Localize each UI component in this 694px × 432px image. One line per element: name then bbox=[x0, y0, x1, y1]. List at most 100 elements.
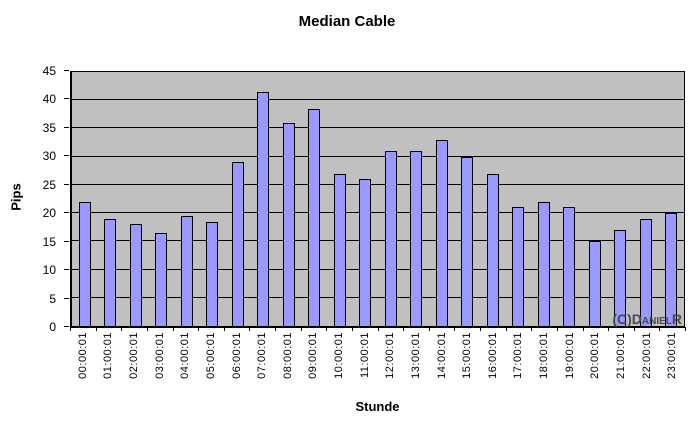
x-tick-label-16:00:01: 16:00:01 bbox=[486, 332, 499, 379]
x-label-cell: 02:00:01 bbox=[121, 332, 147, 379]
bar-09:00:01 bbox=[308, 108, 321, 326]
bar-cell bbox=[251, 72, 277, 326]
y-tick-label-5: 5 bbox=[49, 291, 56, 306]
bar-07:00:01 bbox=[257, 91, 270, 326]
x-label-cell: 18:00:01 bbox=[531, 332, 557, 379]
x-label-cell: 20:00:01 bbox=[583, 332, 609, 379]
x-tick-label-15:00:01: 15:00:01 bbox=[461, 332, 474, 379]
x-tick-mark bbox=[326, 327, 328, 331]
x-tick-mark bbox=[685, 327, 686, 331]
x-tick-label-12:00:01: 12:00:01 bbox=[384, 332, 397, 379]
x-tick-label-11:00:01: 11:00:01 bbox=[358, 332, 371, 379]
bar-23:00:01 bbox=[665, 213, 678, 326]
x-tick-label-21:00:01: 21:00:01 bbox=[614, 332, 627, 379]
x-tick-mark bbox=[377, 327, 379, 331]
bar-cell bbox=[608, 72, 634, 326]
x-tick-label-18:00:01: 18:00:01 bbox=[538, 332, 551, 379]
gridline-30 bbox=[72, 155, 684, 157]
bar-cell bbox=[353, 72, 379, 326]
x-tick-label-10:00:01: 10:00:01 bbox=[333, 332, 346, 379]
bar-cell bbox=[276, 72, 302, 326]
bar-00:00:01 bbox=[78, 201, 91, 326]
x-tick-label-19:00:01: 19:00:01 bbox=[563, 332, 576, 379]
gridline-35 bbox=[72, 127, 684, 129]
x-tick-mark bbox=[531, 327, 533, 331]
x-tick-mark bbox=[95, 327, 97, 331]
y-tick-label-35: 35 bbox=[42, 120, 56, 135]
x-label-cell: 07:00:01 bbox=[249, 332, 275, 379]
x-tick-mark bbox=[351, 327, 353, 331]
x-label-cell: 22:00:01 bbox=[634, 332, 660, 379]
bar-cell bbox=[98, 72, 124, 326]
bar-cell bbox=[633, 72, 659, 326]
x-axis-labels: 00:00:01 01:00:01 02:00:01 03:00:01 04:00:01… bbox=[70, 332, 685, 379]
x-tick-mark bbox=[198, 327, 200, 331]
x-axis-title: Stunde bbox=[355, 399, 400, 414]
bar-cell bbox=[557, 72, 583, 326]
x-tick-mark bbox=[403, 327, 405, 331]
x-label-cell: 23:00:01 bbox=[659, 332, 685, 379]
x-tick-label-02:00:01: 02:00:01 bbox=[128, 332, 141, 379]
x-tick-mark bbox=[608, 327, 610, 331]
x-label-cell: 05:00:01 bbox=[198, 332, 224, 379]
bar-22:00:01 bbox=[639, 218, 652, 326]
x-label-cell: 11:00:01 bbox=[352, 332, 378, 379]
y-tick-mark bbox=[64, 155, 69, 157]
y-tick-label-45: 45 bbox=[42, 64, 56, 78]
y-tick-mark bbox=[64, 326, 69, 327]
x-tick-label-22:00:01: 22:00:01 bbox=[640, 332, 653, 379]
bar-21:00:01 bbox=[614, 230, 627, 326]
x-tick-mark bbox=[300, 327, 302, 331]
plot-area: (C)DanielR bbox=[70, 71, 685, 328]
x-tick-label-13:00:01: 13:00:01 bbox=[409, 332, 422, 379]
bar-cell bbox=[302, 72, 328, 326]
bar-06:00:01 bbox=[231, 162, 244, 326]
x-tick-mark bbox=[275, 327, 276, 331]
x-label-cell: 04:00:01 bbox=[173, 332, 199, 379]
gridline-25 bbox=[72, 183, 684, 185]
x-tick-mark bbox=[454, 327, 456, 331]
x-label-cell: 03:00:01 bbox=[147, 332, 173, 379]
bar-11:00:01 bbox=[359, 179, 372, 326]
x-tick-label-04:00:01: 04:00:01 bbox=[179, 332, 192, 379]
bar-cell bbox=[404, 72, 430, 326]
x-tick-label-01:00:01: 01:00:01 bbox=[102, 332, 115, 379]
x-tick-mark bbox=[121, 327, 123, 331]
y-tick-mark bbox=[64, 212, 69, 214]
x-tick-label-05:00:01: 05:00:01 bbox=[204, 332, 217, 379]
y-tick-mark bbox=[64, 297, 69, 299]
y-tick-label-30: 30 bbox=[42, 149, 56, 164]
x-tick-mark bbox=[505, 327, 507, 331]
bar-17:00:01 bbox=[512, 207, 525, 326]
gridline-5 bbox=[72, 296, 684, 298]
bar-cell bbox=[506, 72, 532, 326]
y-tick-mark bbox=[64, 70, 69, 71]
x-tick-mark bbox=[223, 327, 225, 331]
bar-02:00:01 bbox=[129, 224, 142, 326]
x-label-cell: 16:00:01 bbox=[480, 332, 506, 379]
y-tick-mark bbox=[64, 126, 69, 128]
x-label-cell: 01:00:01 bbox=[96, 332, 122, 379]
x-label-cell: 15:00:01 bbox=[454, 332, 480, 379]
y-tick-mark bbox=[64, 98, 69, 100]
bar-08:00:01 bbox=[282, 122, 295, 326]
gridline-15 bbox=[72, 240, 684, 242]
x-label-cell: 10:00:01 bbox=[326, 332, 352, 379]
y-tick-label-25: 25 bbox=[42, 177, 56, 192]
x-tick-label-09:00:01: 09:00:01 bbox=[307, 332, 320, 379]
bar-cell bbox=[378, 72, 404, 326]
gridline-40 bbox=[72, 99, 684, 101]
gridline-20 bbox=[72, 212, 684, 214]
bar-04:00:01 bbox=[180, 215, 193, 326]
x-label-cell: 06:00:01 bbox=[224, 332, 250, 379]
watermark: (C)DanielR bbox=[612, 311, 682, 327]
x-label-cell: 13:00:01 bbox=[403, 332, 429, 379]
x-label-cell: 17:00:01 bbox=[506, 332, 532, 379]
bar-cell bbox=[327, 72, 353, 326]
x-tick-mark bbox=[480, 327, 481, 331]
x-tick-label-17:00:01: 17:00:01 bbox=[512, 332, 525, 379]
y-tick-label-40: 40 bbox=[42, 92, 56, 107]
bar-10:00:01 bbox=[333, 173, 346, 326]
bar-cell bbox=[480, 72, 506, 326]
